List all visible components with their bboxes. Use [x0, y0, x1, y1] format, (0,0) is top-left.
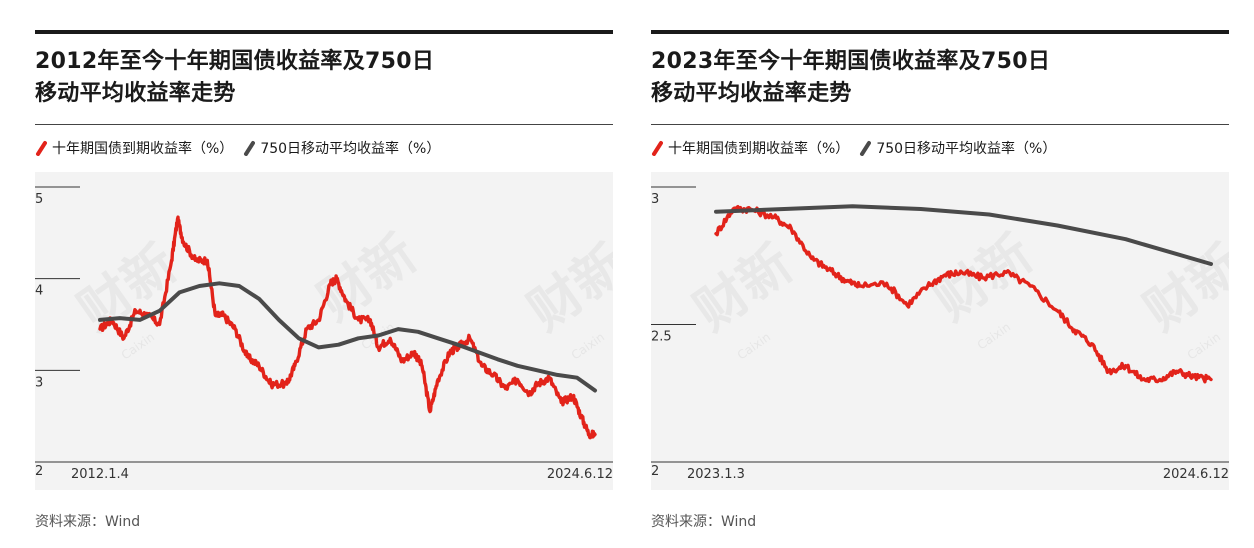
x-start-label: 2012.1.4	[71, 467, 129, 482]
top-rule	[35, 30, 613, 34]
x-end-label: 2024.6.12	[1163, 467, 1229, 482]
watermark-sub: Caixin	[735, 330, 773, 363]
title-divider	[35, 124, 613, 125]
watermark-text: 财新	[684, 234, 804, 343]
chart-title: 2023年至今十年期国债收益率及750日 移动平均收益率走势	[651, 46, 1229, 110]
title-divider	[651, 124, 1229, 125]
gray-slash-icon	[244, 141, 256, 156]
chart-panel-2012: 2012年至今十年期国债收益率及750日 移动平均收益率走势 十年期国债到期收益…	[35, 0, 613, 548]
y-tick-label: 4	[35, 284, 43, 299]
watermark-sub: Caixin	[569, 330, 607, 363]
legend-label-yield: 十年期国债到期收益率（%）	[668, 141, 850, 157]
moving-average-series-line	[714, 204, 1213, 266]
y-tick-label: 3	[35, 375, 43, 390]
y-tick-label: 3	[651, 192, 659, 207]
legend-item-ma: 750日移动平均收益率（%）	[243, 138, 440, 158]
red-slash-icon	[652, 141, 663, 156]
chart-title-line-1: 2012年至今十年期国债收益率及750日	[35, 49, 435, 74]
chart-panel-2023: 2023年至今十年期国债收益率及750日 移动平均收益率走势 十年期国债到期收益…	[651, 0, 1229, 548]
legend-item-ma: 750日移动平均收益率（%）	[859, 138, 1056, 158]
x-end-label: 2024.6.12	[547, 467, 613, 482]
chart-title-line-2: 移动平均收益率走势	[651, 81, 852, 106]
chart-title-line-1: 2023年至今十年期国债收益率及750日	[651, 49, 1051, 74]
x-start-label: 2023.1.3	[687, 467, 745, 482]
y-tick-label: 2.5	[651, 330, 672, 345]
watermark-text: 财新	[518, 234, 613, 343]
watermark-sub: Caixin	[1185, 330, 1223, 363]
y-tick-label: 2	[35, 464, 43, 479]
y-tick-label: 5	[35, 192, 43, 207]
chart-legend: 十年期国债到期收益率（%） 750日移动平均收益率（%）	[35, 137, 450, 159]
source-note: 资料来源：Wind	[651, 514, 757, 530]
chart-title: 2012年至今十年期国债收益率及750日 移动平均收益率走势	[35, 46, 613, 110]
plot-area: 财新 Caixin 财新 Caixin 财新 Caixin 2 3 4 5 2012.1.4 2024…	[35, 172, 613, 490]
legend-item-yield: 十年期国债到期收益率（%）	[35, 138, 233, 158]
gray-slash-icon	[860, 141, 872, 156]
yield-series-line	[714, 205, 1213, 384]
watermark-sub: Caixin	[975, 320, 1013, 353]
red-slash-icon	[36, 141, 47, 156]
plot-area: 财新 Caixin 财新 Caixin 财新 Caixin 2 2.5 3 2023.1.3 202…	[651, 172, 1229, 490]
legend-label-ma: 750日移动平均收益率（%）	[260, 141, 441, 157]
moving-average-series-line	[98, 281, 597, 393]
y-tick-label: 2	[651, 464, 659, 479]
legend-label-yield: 十年期国债到期收益率（%）	[52, 141, 234, 157]
chart-legend: 十年期国债到期收益率（%） 750日移动平均收益率（%）	[651, 137, 1066, 159]
chart-title-line-2: 移动平均收益率走势	[35, 81, 236, 106]
yield-series-line	[98, 215, 597, 440]
legend-label-ma: 750日移动平均收益率（%）	[876, 141, 1057, 157]
watermark-text: 财新	[1134, 234, 1229, 343]
legend-item-yield: 十年期国债到期收益率（%）	[651, 138, 849, 158]
top-rule	[651, 30, 1229, 34]
source-note: 资料来源：Wind	[35, 514, 141, 530]
